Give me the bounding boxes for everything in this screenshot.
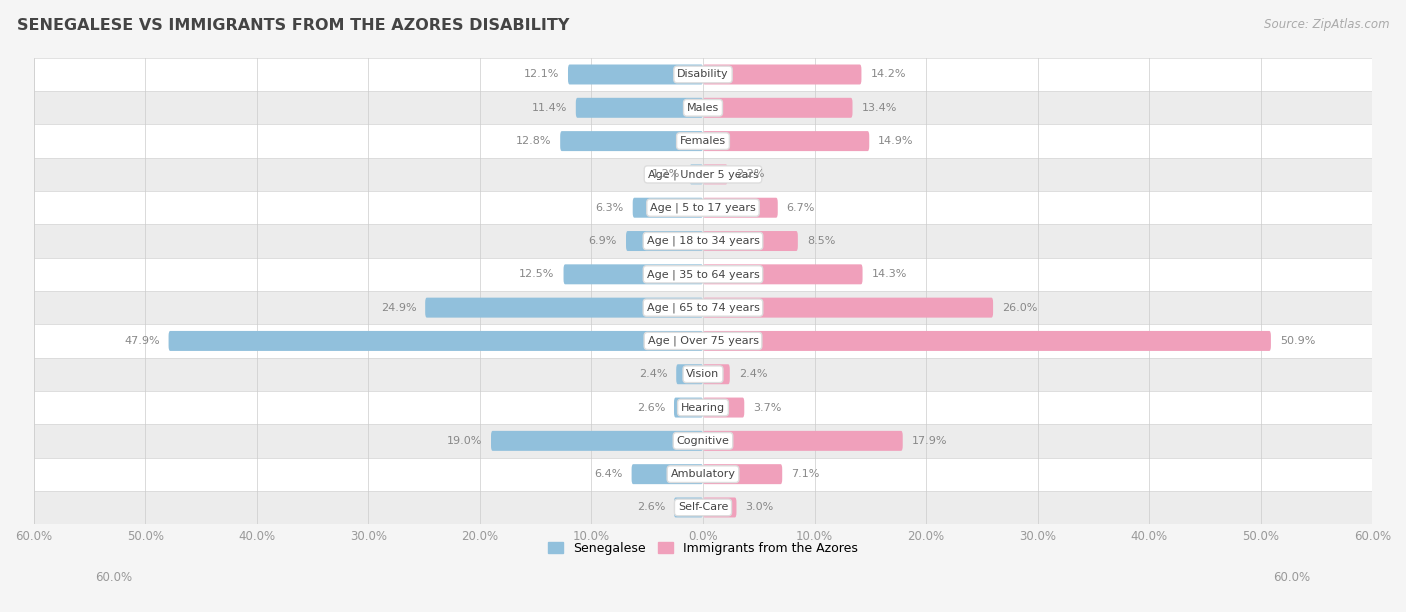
Text: 47.9%: 47.9%	[124, 336, 160, 346]
FancyBboxPatch shape	[34, 58, 1372, 91]
Text: Disability: Disability	[678, 70, 728, 80]
FancyBboxPatch shape	[34, 324, 1372, 357]
Text: 12.5%: 12.5%	[519, 269, 554, 279]
Text: Age | Under 5 years: Age | Under 5 years	[648, 169, 758, 180]
FancyBboxPatch shape	[703, 398, 744, 417]
Text: 13.4%: 13.4%	[862, 103, 897, 113]
FancyBboxPatch shape	[34, 124, 1372, 158]
FancyBboxPatch shape	[703, 464, 782, 484]
FancyBboxPatch shape	[703, 131, 869, 151]
Text: 2.2%: 2.2%	[737, 170, 765, 179]
Text: Age | 35 to 64 years: Age | 35 to 64 years	[647, 269, 759, 280]
Text: 2.6%: 2.6%	[637, 403, 665, 412]
Text: 8.5%: 8.5%	[807, 236, 835, 246]
Text: 2.4%: 2.4%	[738, 369, 768, 379]
FancyBboxPatch shape	[34, 158, 1372, 191]
FancyBboxPatch shape	[703, 64, 862, 84]
FancyBboxPatch shape	[703, 498, 737, 518]
FancyBboxPatch shape	[34, 391, 1372, 424]
FancyBboxPatch shape	[703, 331, 1271, 351]
FancyBboxPatch shape	[425, 297, 703, 318]
FancyBboxPatch shape	[703, 264, 862, 285]
Text: Age | 65 to 74 years: Age | 65 to 74 years	[647, 302, 759, 313]
Text: 2.4%: 2.4%	[638, 369, 668, 379]
FancyBboxPatch shape	[564, 264, 703, 285]
Text: Males: Males	[688, 103, 718, 113]
FancyBboxPatch shape	[34, 191, 1372, 225]
FancyBboxPatch shape	[576, 98, 703, 118]
Text: 14.2%: 14.2%	[870, 70, 905, 80]
Text: 17.9%: 17.9%	[911, 436, 948, 446]
Text: 11.4%: 11.4%	[531, 103, 567, 113]
Text: 14.3%: 14.3%	[872, 269, 907, 279]
FancyBboxPatch shape	[34, 291, 1372, 324]
Text: 26.0%: 26.0%	[1002, 302, 1038, 313]
Text: 60.0%: 60.0%	[96, 572, 132, 584]
FancyBboxPatch shape	[568, 64, 703, 84]
Text: 6.4%: 6.4%	[595, 469, 623, 479]
FancyBboxPatch shape	[34, 424, 1372, 458]
Text: Ambulatory: Ambulatory	[671, 469, 735, 479]
FancyBboxPatch shape	[673, 498, 703, 518]
Text: 24.9%: 24.9%	[381, 302, 416, 313]
Text: 3.7%: 3.7%	[754, 403, 782, 412]
FancyBboxPatch shape	[689, 165, 703, 184]
Text: 1.2%: 1.2%	[652, 170, 681, 179]
FancyBboxPatch shape	[560, 131, 703, 151]
FancyBboxPatch shape	[703, 431, 903, 451]
FancyBboxPatch shape	[703, 165, 727, 184]
FancyBboxPatch shape	[703, 231, 797, 251]
FancyBboxPatch shape	[34, 491, 1372, 524]
FancyBboxPatch shape	[673, 398, 703, 417]
FancyBboxPatch shape	[676, 364, 703, 384]
FancyBboxPatch shape	[703, 297, 993, 318]
FancyBboxPatch shape	[631, 464, 703, 484]
Text: Age | 5 to 17 years: Age | 5 to 17 years	[650, 203, 756, 213]
FancyBboxPatch shape	[703, 98, 852, 118]
Text: 6.7%: 6.7%	[787, 203, 815, 213]
Text: 19.0%: 19.0%	[447, 436, 482, 446]
Text: Source: ZipAtlas.com: Source: ZipAtlas.com	[1264, 18, 1389, 31]
FancyBboxPatch shape	[34, 458, 1372, 491]
Text: Females: Females	[681, 136, 725, 146]
Text: Hearing: Hearing	[681, 403, 725, 412]
Text: 2.6%: 2.6%	[637, 502, 665, 512]
Text: 12.1%: 12.1%	[523, 70, 560, 80]
FancyBboxPatch shape	[169, 331, 703, 351]
FancyBboxPatch shape	[626, 231, 703, 251]
FancyBboxPatch shape	[34, 91, 1372, 124]
Text: 7.1%: 7.1%	[792, 469, 820, 479]
FancyBboxPatch shape	[34, 258, 1372, 291]
Text: 14.9%: 14.9%	[879, 136, 914, 146]
Legend: Senegalese, Immigrants from the Azores: Senegalese, Immigrants from the Azores	[543, 537, 863, 560]
FancyBboxPatch shape	[34, 357, 1372, 391]
Text: Age | 18 to 34 years: Age | 18 to 34 years	[647, 236, 759, 246]
FancyBboxPatch shape	[491, 431, 703, 451]
Text: Cognitive: Cognitive	[676, 436, 730, 446]
Text: 6.3%: 6.3%	[596, 203, 624, 213]
Text: 50.9%: 50.9%	[1279, 336, 1315, 346]
Text: Vision: Vision	[686, 369, 720, 379]
Text: 60.0%: 60.0%	[1274, 572, 1310, 584]
Text: 3.0%: 3.0%	[745, 502, 773, 512]
FancyBboxPatch shape	[703, 364, 730, 384]
FancyBboxPatch shape	[34, 225, 1372, 258]
Text: Self-Care: Self-Care	[678, 502, 728, 512]
Text: SENEGALESE VS IMMIGRANTS FROM THE AZORES DISABILITY: SENEGALESE VS IMMIGRANTS FROM THE AZORES…	[17, 18, 569, 34]
Text: 12.8%: 12.8%	[516, 136, 551, 146]
FancyBboxPatch shape	[703, 198, 778, 218]
Text: 6.9%: 6.9%	[589, 236, 617, 246]
FancyBboxPatch shape	[633, 198, 703, 218]
Text: Age | Over 75 years: Age | Over 75 years	[648, 336, 758, 346]
